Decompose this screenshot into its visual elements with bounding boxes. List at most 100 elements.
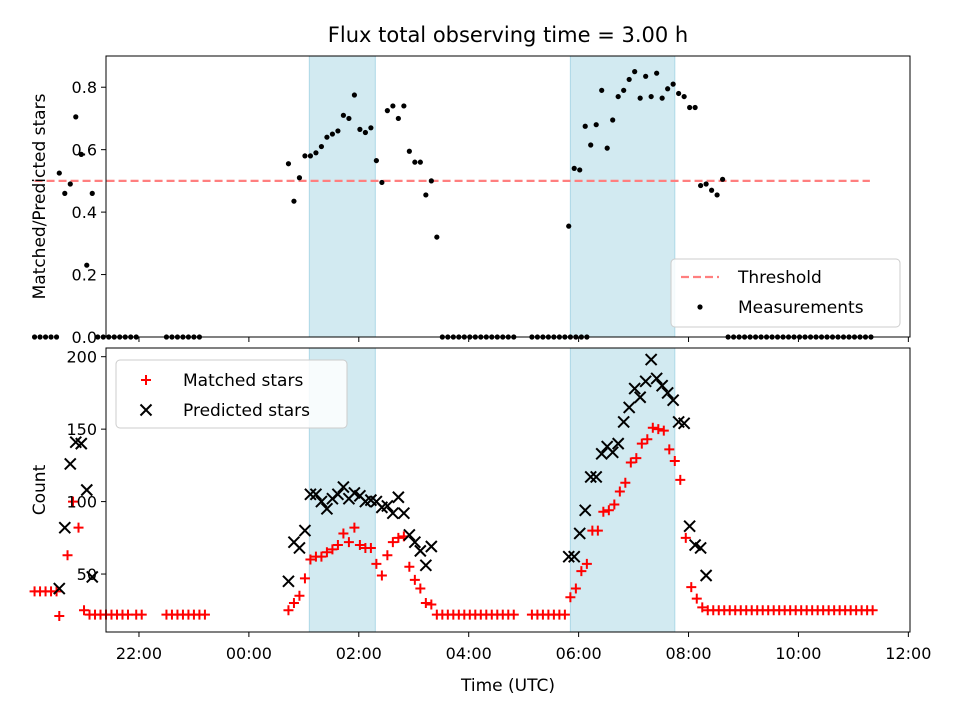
predicted-star-point xyxy=(606,446,619,459)
x-tick-label: 08:00 xyxy=(665,644,711,663)
matched-star-point xyxy=(570,583,581,594)
predicted-star-point xyxy=(331,488,345,501)
measurement-point xyxy=(604,145,610,151)
matched-star-point xyxy=(73,522,84,533)
matched-star-point xyxy=(625,457,636,468)
legend-predicted-swatch xyxy=(139,403,153,417)
measurement-point xyxy=(53,334,60,340)
matched-star-point xyxy=(343,537,354,548)
shaded-interval xyxy=(569,347,676,633)
shaded-interval xyxy=(308,55,376,338)
matched-star-point xyxy=(136,609,147,620)
axes-frame xyxy=(105,55,911,338)
measurement-point xyxy=(676,90,682,97)
matched-star-point xyxy=(305,554,316,565)
predicted-star-point xyxy=(568,550,581,563)
y-tick-label: 150 xyxy=(66,420,97,439)
measurement-point xyxy=(95,334,101,340)
matched-star-point xyxy=(631,453,642,464)
legend-matched-swatch xyxy=(141,375,151,385)
measurement-point xyxy=(346,115,352,122)
matched-star-point xyxy=(365,542,376,553)
measurement-point xyxy=(692,104,698,111)
predicted-star-point xyxy=(414,544,427,558)
y-tick-label: 50 xyxy=(77,565,97,584)
matched-star-point xyxy=(68,496,79,507)
measurement-point xyxy=(395,115,401,122)
predicted-star-point xyxy=(666,393,680,407)
measurement-point xyxy=(665,86,671,92)
measurement-point xyxy=(313,150,319,156)
measurement-point xyxy=(56,170,62,176)
matched-star-point xyxy=(404,561,415,572)
measurement-point xyxy=(362,129,368,136)
measurement-point xyxy=(621,87,627,93)
x-tick-label: 00:00 xyxy=(226,644,272,663)
matched-star-point xyxy=(653,424,664,435)
measurement-point xyxy=(428,178,434,184)
predicted-star-point xyxy=(622,401,636,414)
measurement-point xyxy=(571,165,577,171)
measurement-point xyxy=(379,179,385,186)
legend-predicted-label: Predicted stars xyxy=(183,401,310,421)
measurement-point xyxy=(703,181,709,187)
measurement-point xyxy=(643,73,649,79)
measurement-point xyxy=(324,134,330,140)
legend-box xyxy=(670,258,901,328)
x-axis-label: Time (UTC) xyxy=(460,676,555,696)
measurement-point xyxy=(384,108,390,114)
matched-star-point xyxy=(581,558,592,569)
predicted-star-point xyxy=(75,437,88,450)
measurement-point xyxy=(423,192,429,198)
matched-star-point xyxy=(288,598,299,609)
matched-star-point xyxy=(415,583,426,594)
x-tick-label: 02:00 xyxy=(336,644,382,663)
matched-star-point xyxy=(409,574,420,585)
measurement-point xyxy=(687,104,693,111)
y-tick-label: 0.8 xyxy=(72,78,97,97)
predicted-star-point xyxy=(699,569,713,582)
predicted-star-point xyxy=(320,502,334,516)
matched-star-point xyxy=(680,532,691,543)
y-tick-label: 200 xyxy=(66,348,97,367)
measurement-point xyxy=(577,167,583,173)
matched-star-point xyxy=(576,566,587,577)
measurement-point xyxy=(434,234,440,240)
measurement-point xyxy=(84,262,90,268)
predicted-star-point xyxy=(419,559,433,572)
shaded-interval xyxy=(569,55,676,338)
matched-star-point xyxy=(647,422,658,433)
matched-star-point xyxy=(691,593,702,604)
x-tick-label: 22:00 xyxy=(116,644,162,663)
measurement-point xyxy=(681,93,687,100)
measurement-point xyxy=(329,131,336,137)
measurement-point xyxy=(62,190,68,196)
legend-matched-label: Matched stars xyxy=(183,371,303,391)
matched-star-point xyxy=(598,506,609,517)
matched-star-point xyxy=(332,540,343,551)
matched-star-point xyxy=(664,444,675,455)
predicted-star-point xyxy=(584,470,597,484)
matched-star-point xyxy=(316,551,327,562)
matched-star-point xyxy=(393,532,404,543)
predicted-star-point xyxy=(650,372,663,385)
matched-star-point xyxy=(420,598,431,609)
matched-star-point xyxy=(426,599,437,610)
matched-star-point xyxy=(508,609,519,620)
measurement-point xyxy=(302,153,308,159)
x-tick-label: 04:00 xyxy=(446,644,492,663)
measurement-point xyxy=(659,95,665,101)
matched-star-point xyxy=(609,499,620,510)
measurement-point xyxy=(599,87,605,93)
predicted-star-point xyxy=(628,382,641,395)
predicted-star-point xyxy=(617,415,630,429)
predicted-star-point xyxy=(644,353,658,366)
predicted-star-point xyxy=(573,527,586,540)
measurement-point xyxy=(615,93,621,100)
measurement-point xyxy=(368,125,374,131)
measurement-point xyxy=(406,148,412,154)
predicted-star-point xyxy=(309,488,323,501)
y-axis-label: Matched/Predicted stars xyxy=(30,93,50,299)
legend-threshold-label: Threshold xyxy=(737,268,822,288)
